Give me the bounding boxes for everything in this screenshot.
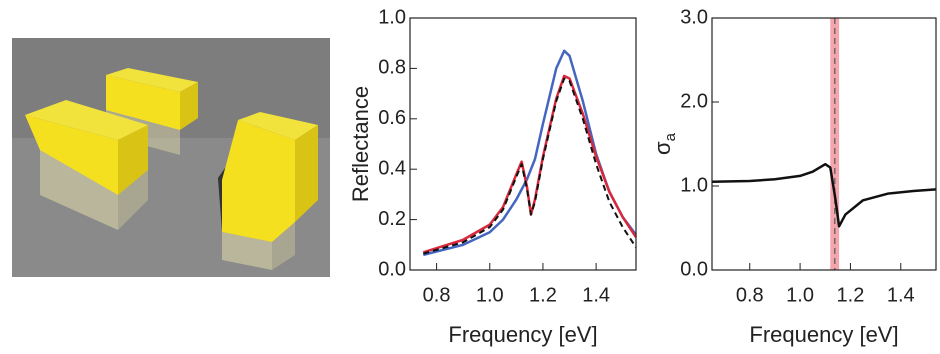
x-axis-label: Frequency [eV]	[749, 322, 898, 347]
box-end	[180, 82, 198, 130]
y-tick-label: 0.2	[378, 208, 406, 230]
y-tick-label: 1.0	[378, 6, 406, 28]
y-axis-label-subscript: a	[662, 132, 679, 141]
x-tick-label: 1.4	[887, 284, 915, 306]
y-tick-label: 2.0	[680, 90, 708, 112]
y-tick-label: 0.4	[378, 157, 406, 179]
render-scene	[12, 38, 330, 277]
data-line	[422, 74, 638, 254]
y-tick-label: 1.0	[680, 174, 708, 196]
box-front	[222, 120, 295, 242]
reflection	[272, 222, 295, 270]
y-tick-label: 0.0	[378, 258, 406, 280]
data-line	[711, 162, 937, 228]
y-tick-label: 0.8	[378, 57, 406, 79]
box-end	[295, 125, 318, 222]
x-tick-label: 1.2	[529, 284, 557, 306]
plot-frame	[409, 17, 637, 271]
box-top	[106, 68, 198, 92]
y-axis-label: Reflectance	[348, 86, 373, 202]
box-end	[118, 125, 148, 195]
data-line	[422, 49, 637, 257]
y-axis-label-text: σ	[650, 141, 675, 155]
y-axis-label-text: Reflectance	[348, 86, 373, 202]
y-tick-label: 0.0	[680, 258, 708, 280]
y-tick-label: 0.6	[378, 107, 406, 129]
y-axis-label: σa	[650, 132, 679, 155]
box-top	[25, 100, 148, 140]
box-side	[25, 115, 118, 195]
x-tick-label: 1.0	[476, 284, 504, 306]
x-tick-label: 1.2	[837, 284, 865, 306]
box-side	[106, 75, 180, 130]
plot-frame	[711, 17, 937, 271]
x-tick-label: 1.4	[582, 284, 610, 306]
x-tick-label: 1.0	[786, 284, 814, 306]
y-tick-label: 3.0	[680, 6, 708, 28]
x-axis-label: Frequency [eV]	[448, 322, 597, 347]
x-tick-label: 0.8	[423, 284, 451, 306]
x-tick-label: 0.8	[736, 284, 764, 306]
data-line	[423, 77, 637, 255]
reflection	[222, 232, 272, 270]
box-top	[238, 112, 318, 140]
